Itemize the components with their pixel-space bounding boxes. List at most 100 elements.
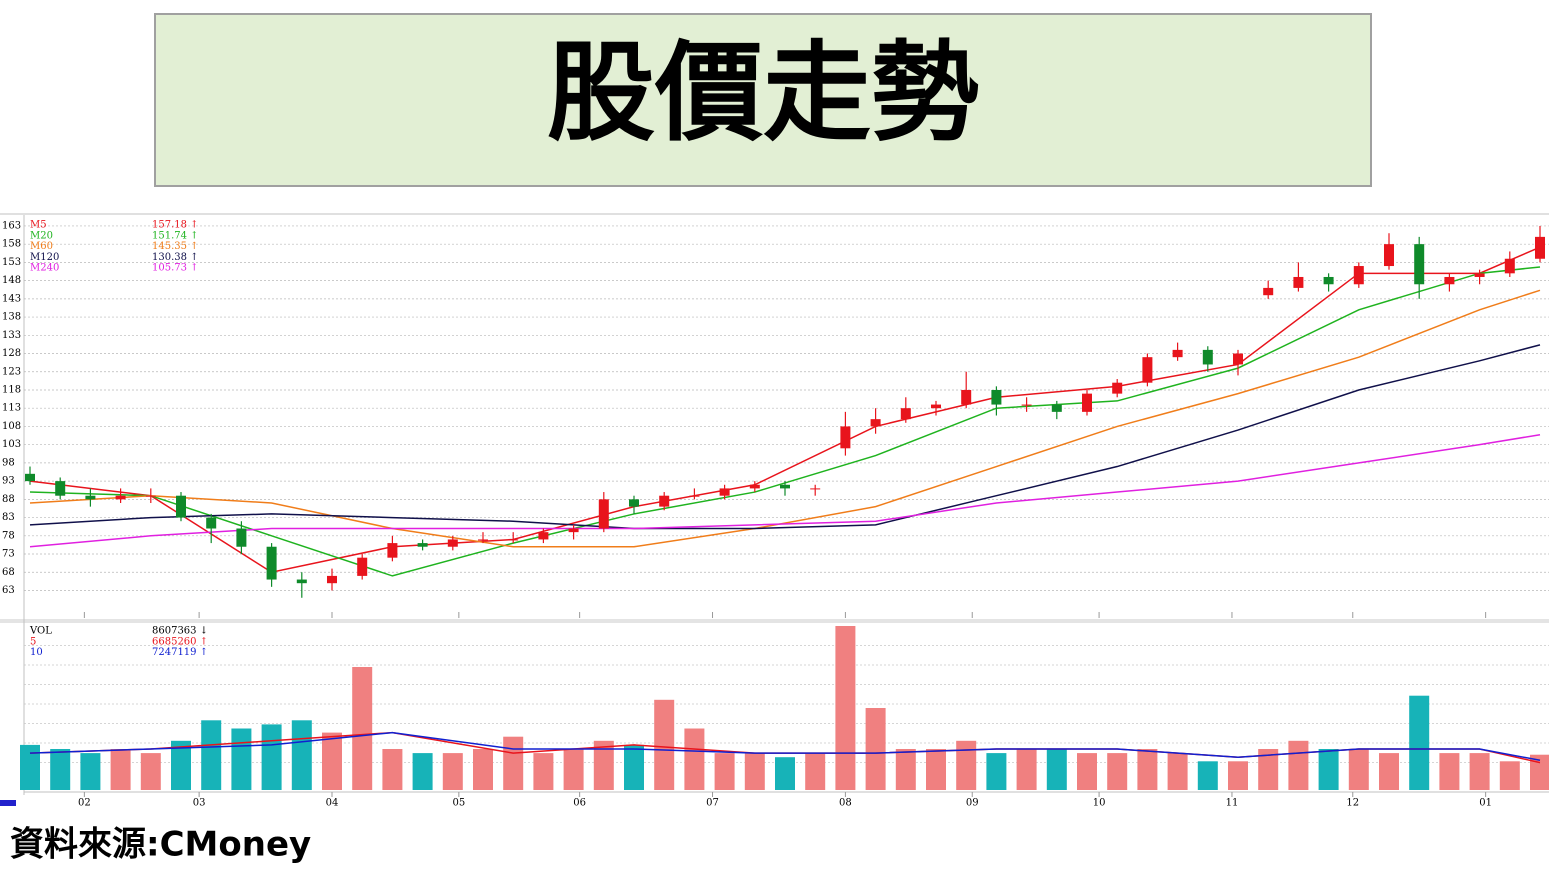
candle-body	[1021, 404, 1032, 406]
candle-body	[1172, 349, 1183, 358]
candle-body	[296, 579, 307, 584]
candle-body	[176, 495, 186, 518]
ma-line	[29, 433, 1541, 548]
legend-name: 5	[30, 636, 36, 647]
volume-bar	[775, 757, 795, 790]
y-tick-label: 103	[2, 439, 21, 450]
y-tick-label: 88	[2, 494, 15, 505]
x-tick-label: 05	[452, 798, 465, 809]
volume-bar	[1258, 749, 1279, 790]
volume-bar	[231, 728, 252, 790]
candle-body	[1082, 393, 1092, 412]
candle-body	[931, 404, 941, 409]
y-tick-label: 128	[2, 348, 21, 359]
candle-body	[25, 473, 35, 482]
volume-bar	[714, 753, 735, 790]
candle-body	[749, 484, 760, 489]
volume-bar	[1348, 749, 1369, 790]
y-tick-label: 163	[2, 220, 21, 231]
volume-bar	[865, 708, 886, 790]
candle-body	[900, 408, 911, 420]
y-tick-label: 138	[2, 312, 21, 323]
candle-body	[1112, 382, 1123, 394]
volume-bar	[80, 753, 101, 790]
volume-bar	[1409, 695, 1430, 790]
y-tick-label: 123	[2, 366, 21, 377]
candle-body	[1293, 276, 1304, 288]
candle-body	[659, 495, 670, 507]
x-tick-label: 04	[326, 798, 339, 809]
volume-bar	[1228, 761, 1248, 790]
candle-body	[508, 539, 519, 541]
volume-bar	[835, 626, 856, 790]
x-tick-label: 08	[839, 798, 852, 809]
candle-body	[85, 495, 96, 500]
y-tick-label: 108	[2, 421, 21, 432]
x-tick-label: 02	[78, 798, 91, 809]
volume-bar	[1499, 761, 1520, 790]
legend-name: M240	[30, 263, 59, 274]
candle-body	[991, 389, 1002, 405]
ma-line	[29, 731, 1541, 762]
candle-body	[115, 495, 126, 500]
legend-name: VOL	[29, 626, 52, 637]
ma-line	[29, 344, 1541, 530]
candle-body	[417, 543, 428, 547]
volume-bar	[1318, 749, 1339, 790]
candle-body	[1142, 357, 1153, 383]
candle-body	[1323, 276, 1334, 285]
ma-line	[29, 289, 1541, 548]
volume-bar	[563, 749, 584, 790]
y-tick-label: 63	[2, 585, 15, 596]
y-tick-label: 78	[2, 530, 15, 541]
candle-body	[1444, 276, 1455, 285]
volume-bar	[1016, 749, 1037, 790]
candle-body	[629, 499, 639, 507]
volume-bar	[744, 753, 765, 790]
x-tick-label: 06	[573, 798, 586, 809]
legend-name: M5	[30, 220, 47, 231]
volume-bar	[110, 749, 131, 790]
y-tick-label: 68	[2, 567, 15, 578]
volume-bar	[684, 728, 705, 790]
candle-body	[1051, 404, 1062, 412]
y-tick-label: 83	[2, 512, 15, 523]
legend-value: 6685260 ↑	[152, 636, 208, 647]
candle-body	[145, 495, 156, 497]
legend-value: 157.18 ↑	[152, 220, 199, 231]
volume-bar	[805, 753, 826, 790]
volume-bar	[140, 753, 161, 790]
candle-body	[810, 488, 821, 490]
y-tick-label: 158	[2, 239, 21, 250]
volume-bar	[986, 753, 1007, 790]
volume-bar	[533, 753, 554, 790]
volume-bar	[291, 720, 312, 790]
candle-body	[1414, 244, 1425, 285]
candle-body	[961, 389, 972, 405]
candle-body	[447, 539, 458, 547]
x-tick-label: 11	[1226, 798, 1239, 809]
candle-body	[1353, 266, 1364, 285]
volume-bar	[624, 744, 644, 790]
y-tick-label: 153	[2, 257, 21, 268]
candle-body	[689, 495, 700, 497]
candle-body	[357, 557, 368, 576]
volume-bar	[322, 732, 342, 790]
candle-body	[327, 575, 337, 584]
candle-body	[1263, 287, 1274, 296]
ma-line	[29, 266, 1541, 577]
y-tick-label: 93	[2, 476, 15, 487]
y-tick-label: 148	[2, 275, 21, 286]
ma-line	[29, 246, 1541, 574]
volume-bar	[473, 749, 493, 790]
volume-bar	[654, 699, 675, 790]
volume-bar	[20, 744, 40, 790]
y-tick-label: 133	[2, 330, 21, 341]
legend-name: M120	[30, 252, 59, 263]
volume-bar	[50, 749, 71, 790]
x-tick-label: 01	[1479, 798, 1492, 809]
candle-body	[236, 528, 247, 547]
x-tick-label: 12	[1346, 798, 1359, 809]
volume-bar	[1046, 749, 1067, 790]
legend-name: M20	[30, 230, 53, 241]
